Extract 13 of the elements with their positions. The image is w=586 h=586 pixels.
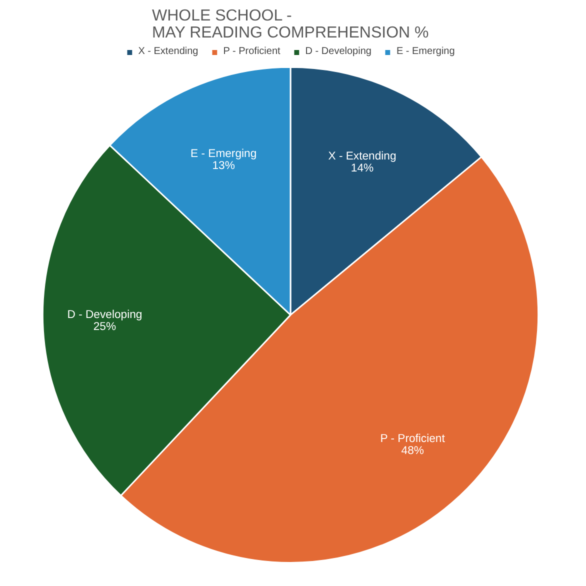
legend-label: E - Emerging <box>396 46 455 57</box>
legend-label: P - Proficient <box>223 46 280 57</box>
data-label: 48% <box>401 445 424 458</box>
data-label: 25% <box>93 320 116 333</box>
data-label: 13% <box>212 160 235 172</box>
legend-label: X - Extending <box>138 46 198 57</box>
data-label: 14% <box>350 162 374 174</box>
legend-label: D - Developing <box>305 46 372 57</box>
chart-title: WHOLE SCHOOL - MAY READING COMPREHENSION % <box>152 8 429 42</box>
slice-label: D - Developing <box>67 308 142 321</box>
slice-label: X - Extending <box>328 150 396 162</box>
slice-label: E - Emerging <box>190 148 257 160</box>
slice-label: P - Proficient <box>380 433 446 446</box>
